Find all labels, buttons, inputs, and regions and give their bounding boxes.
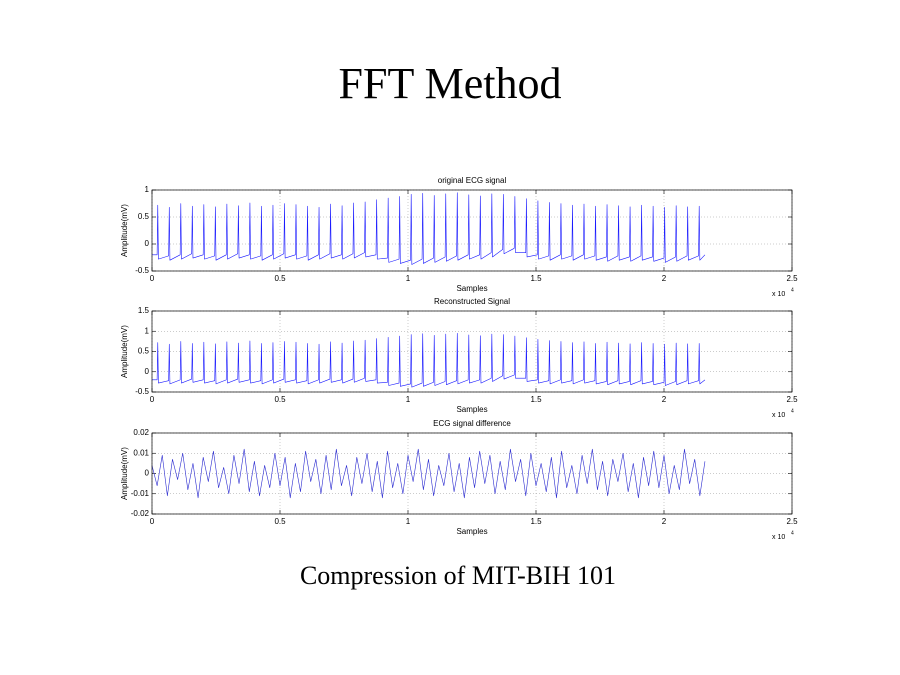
x-tick-label: 1 [406,274,411,283]
y-axis-label: Amplitude(mV) [120,204,129,257]
axes-box [151,432,793,515]
y-axis-label: Amplitude(mV) [120,447,129,500]
y-tick-label: 0.01 [133,448,149,457]
y-tick-label: -0.02 [131,509,150,518]
x-tick-label: 0.5 [274,395,286,404]
y-tick-label: 0.5 [138,347,150,356]
x-exponent: 4 [791,530,794,536]
slide-title: FFT Method [339,59,562,108]
subplot-title: original ECG signal [438,176,507,185]
plot-area [152,190,792,271]
y-tick-label: 0.02 [133,428,149,437]
y-tick-label: 0 [145,239,150,248]
x-tick-label: 0.5 [274,274,286,283]
y-tick-label: -0.01 [131,489,150,498]
x-tick-label: 2 [662,274,667,283]
x-tick-label: 0 [150,395,155,404]
x-tick-label: 1.5 [530,274,542,283]
y-tick-label: 1 [145,326,150,335]
x-exponent: 4 [791,408,794,414]
x-tick-label: 0 [150,517,155,526]
x-axis-label: Samples [456,405,487,414]
x-tick-label: 2 [662,395,667,404]
x-multiplier: x 10 [772,534,785,541]
x-tick-label: 2.5 [786,517,798,526]
signal-line [151,448,706,499]
y-tick-label: 1 [145,185,150,194]
y-tick-label: -0.5 [135,266,149,275]
x-tick-label: 1 [406,517,411,526]
x-tick-label: 2 [662,517,667,526]
signal-line [152,332,706,388]
x-multiplier: x 10 [772,412,785,419]
signal-line [152,192,706,265]
x-axis-label: Samples [456,527,487,536]
x-tick-label: 1 [406,395,411,404]
x-tick-label: 1.5 [530,395,542,404]
y-tick-label: 0 [145,367,150,376]
x-tick-label: 1.5 [530,517,542,526]
y-tick-label: -0.5 [135,387,149,396]
slide-caption: Compression of MIT-BIH 101 [300,561,616,590]
x-tick-label: 2.5 [786,395,798,404]
x-tick-label: 0.5 [274,517,286,526]
subplot-title: Reconstructed Signal [434,297,510,306]
y-tick-label: 1.5 [138,306,150,315]
plot-area [152,311,792,392]
x-tick-label: 0 [150,274,155,283]
x-tick-label: 2.5 [786,274,798,283]
x-exponent: 4 [791,287,794,293]
x-axis-label: Samples [456,284,487,293]
x-multiplier: x 10 [772,291,785,298]
axes-box [151,310,793,393]
axes-box [151,189,793,272]
subplot-title: ECG signal difference [433,419,511,428]
y-axis-label: Amplitude(mV) [120,325,129,378]
y-tick-label: 0.5 [138,212,150,221]
y-tick-label: 0 [145,469,150,478]
